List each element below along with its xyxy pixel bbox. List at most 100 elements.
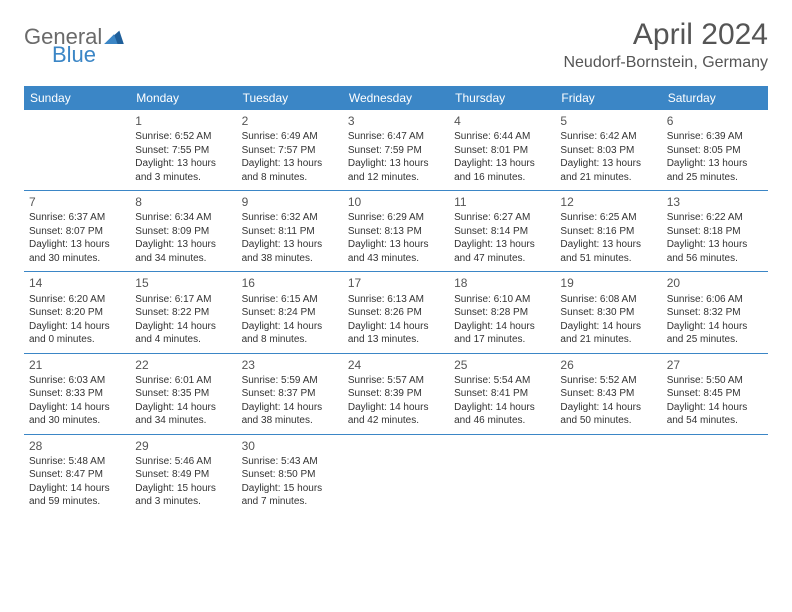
day-cell: 8Sunrise: 6:34 AMSunset: 8:09 PMDaylight…	[130, 191, 236, 272]
daylight-line1: Daylight: 14 hours	[29, 320, 125, 334]
daylight-line1: Daylight: 14 hours	[454, 320, 550, 334]
empty-cell	[24, 110, 130, 191]
daylight-line2: and 7 minutes.	[242, 495, 338, 509]
day-number: 29	[135, 438, 231, 454]
daylight-line1: Daylight: 13 hours	[135, 157, 231, 171]
day-cell: 26Sunrise: 5:52 AMSunset: 8:43 PMDayligh…	[555, 353, 661, 434]
day-cell: 25Sunrise: 5:54 AMSunset: 8:41 PMDayligh…	[449, 353, 555, 434]
sunrise-text: Sunrise: 6:37 AM	[29, 211, 125, 225]
day-cell: 10Sunrise: 6:29 AMSunset: 8:13 PMDayligh…	[343, 191, 449, 272]
sunset-text: Sunset: 8:24 PM	[242, 306, 338, 320]
day-number: 19	[560, 275, 656, 291]
day-cell: 1Sunrise: 6:52 AMSunset: 7:55 PMDaylight…	[130, 110, 236, 191]
sunset-text: Sunset: 8:03 PM	[560, 144, 656, 158]
sunset-text: Sunset: 8:41 PM	[454, 387, 550, 401]
day-number: 9	[242, 194, 338, 210]
day-cell: 20Sunrise: 6:06 AMSunset: 8:32 PMDayligh…	[662, 272, 768, 353]
day-number: 8	[135, 194, 231, 210]
day-cell: 23Sunrise: 5:59 AMSunset: 8:37 PMDayligh…	[237, 353, 343, 434]
calendar-header: SundayMondayTuesdayWednesdayThursdayFrid…	[24, 86, 768, 110]
sunset-text: Sunset: 8:14 PM	[454, 225, 550, 239]
daylight-line2: and 13 minutes.	[348, 333, 444, 347]
empty-cell	[343, 434, 449, 515]
sunrise-text: Sunrise: 6:15 AM	[242, 293, 338, 307]
daylight-line2: and 34 minutes.	[135, 252, 231, 266]
sunrise-text: Sunrise: 6:44 AM	[454, 130, 550, 144]
day-cell: 11Sunrise: 6:27 AMSunset: 8:14 PMDayligh…	[449, 191, 555, 272]
day-cell: 9Sunrise: 6:32 AMSunset: 8:11 PMDaylight…	[237, 191, 343, 272]
daylight-line1: Daylight: 14 hours	[348, 320, 444, 334]
daylight-line2: and 0 minutes.	[29, 333, 125, 347]
daylight-line2: and 59 minutes.	[29, 495, 125, 509]
day-number: 23	[242, 357, 338, 373]
header: GeneralBlue April 2024 Neudorf-Bornstein…	[24, 18, 768, 72]
week-row: 14Sunrise: 6:20 AMSunset: 8:20 PMDayligh…	[24, 272, 768, 353]
day-cell: 27Sunrise: 5:50 AMSunset: 8:45 PMDayligh…	[662, 353, 768, 434]
daylight-line2: and 16 minutes.	[454, 171, 550, 185]
day-number: 17	[348, 275, 444, 291]
daylight-line1: Daylight: 13 hours	[454, 157, 550, 171]
sunrise-text: Sunrise: 5:50 AM	[667, 374, 763, 388]
week-row: 7Sunrise: 6:37 AMSunset: 8:07 PMDaylight…	[24, 191, 768, 272]
empty-cell	[449, 434, 555, 515]
daylight-line2: and 8 minutes.	[242, 171, 338, 185]
daylight-line1: Daylight: 13 hours	[348, 238, 444, 252]
daylight-line2: and 46 minutes.	[454, 414, 550, 428]
daylight-line1: Daylight: 14 hours	[667, 401, 763, 415]
daylight-line2: and 25 minutes.	[667, 333, 763, 347]
day-number: 11	[454, 194, 550, 210]
col-header-tuesday: Tuesday	[237, 86, 343, 110]
col-header-thursday: Thursday	[449, 86, 555, 110]
day-number: 2	[242, 113, 338, 129]
sunrise-text: Sunrise: 6:34 AM	[135, 211, 231, 225]
daylight-line1: Daylight: 14 hours	[348, 401, 444, 415]
daylight-line1: Daylight: 15 hours	[135, 482, 231, 496]
day-number: 30	[242, 438, 338, 454]
sunrise-text: Sunrise: 6:22 AM	[667, 211, 763, 225]
sunrise-text: Sunrise: 6:39 AM	[667, 130, 763, 144]
daylight-line2: and 8 minutes.	[242, 333, 338, 347]
daylight-line2: and 3 minutes.	[135, 495, 231, 509]
daylight-line2: and 12 minutes.	[348, 171, 444, 185]
empty-cell	[555, 434, 661, 515]
sunset-text: Sunset: 8:05 PM	[667, 144, 763, 158]
sunset-text: Sunset: 7:55 PM	[135, 144, 231, 158]
calendar-table: SundayMondayTuesdayWednesdayThursdayFrid…	[24, 86, 768, 515]
title-block: April 2024 Neudorf-Bornstein, Germany	[563, 18, 768, 72]
day-cell: 13Sunrise: 6:22 AMSunset: 8:18 PMDayligh…	[662, 191, 768, 272]
sunrise-text: Sunrise: 6:10 AM	[454, 293, 550, 307]
sunset-text: Sunset: 8:07 PM	[29, 225, 125, 239]
sunrise-text: Sunrise: 6:08 AM	[560, 293, 656, 307]
sunset-text: Sunset: 8:13 PM	[348, 225, 444, 239]
sunset-text: Sunset: 8:49 PM	[135, 468, 231, 482]
sunrise-text: Sunrise: 5:59 AM	[242, 374, 338, 388]
daylight-line2: and 54 minutes.	[667, 414, 763, 428]
sunrise-text: Sunrise: 5:57 AM	[348, 374, 444, 388]
sunrise-text: Sunrise: 6:52 AM	[135, 130, 231, 144]
sunset-text: Sunset: 8:16 PM	[560, 225, 656, 239]
sunrise-text: Sunrise: 5:48 AM	[29, 455, 125, 469]
daylight-line2: and 21 minutes.	[560, 333, 656, 347]
daylight-line1: Daylight: 13 hours	[667, 238, 763, 252]
day-number: 5	[560, 113, 656, 129]
daylight-line2: and 38 minutes.	[242, 252, 338, 266]
day-cell: 24Sunrise: 5:57 AMSunset: 8:39 PMDayligh…	[343, 353, 449, 434]
daylight-line1: Daylight: 13 hours	[560, 238, 656, 252]
day-number: 28	[29, 438, 125, 454]
sunrise-text: Sunrise: 6:06 AM	[667, 293, 763, 307]
day-cell: 14Sunrise: 6:20 AMSunset: 8:20 PMDayligh…	[24, 272, 130, 353]
day-number: 10	[348, 194, 444, 210]
sunrise-text: Sunrise: 6:03 AM	[29, 374, 125, 388]
sunset-text: Sunset: 8:47 PM	[29, 468, 125, 482]
day-cell: 28Sunrise: 5:48 AMSunset: 8:47 PMDayligh…	[24, 434, 130, 515]
daylight-line1: Daylight: 14 hours	[29, 482, 125, 496]
daylight-line1: Daylight: 14 hours	[242, 401, 338, 415]
daylight-line2: and 21 minutes.	[560, 171, 656, 185]
day-number: 20	[667, 275, 763, 291]
sunrise-text: Sunrise: 6:27 AM	[454, 211, 550, 225]
daylight-line2: and 17 minutes.	[454, 333, 550, 347]
daylight-line1: Daylight: 13 hours	[667, 157, 763, 171]
day-number: 6	[667, 113, 763, 129]
day-number: 16	[242, 275, 338, 291]
day-number: 25	[454, 357, 550, 373]
